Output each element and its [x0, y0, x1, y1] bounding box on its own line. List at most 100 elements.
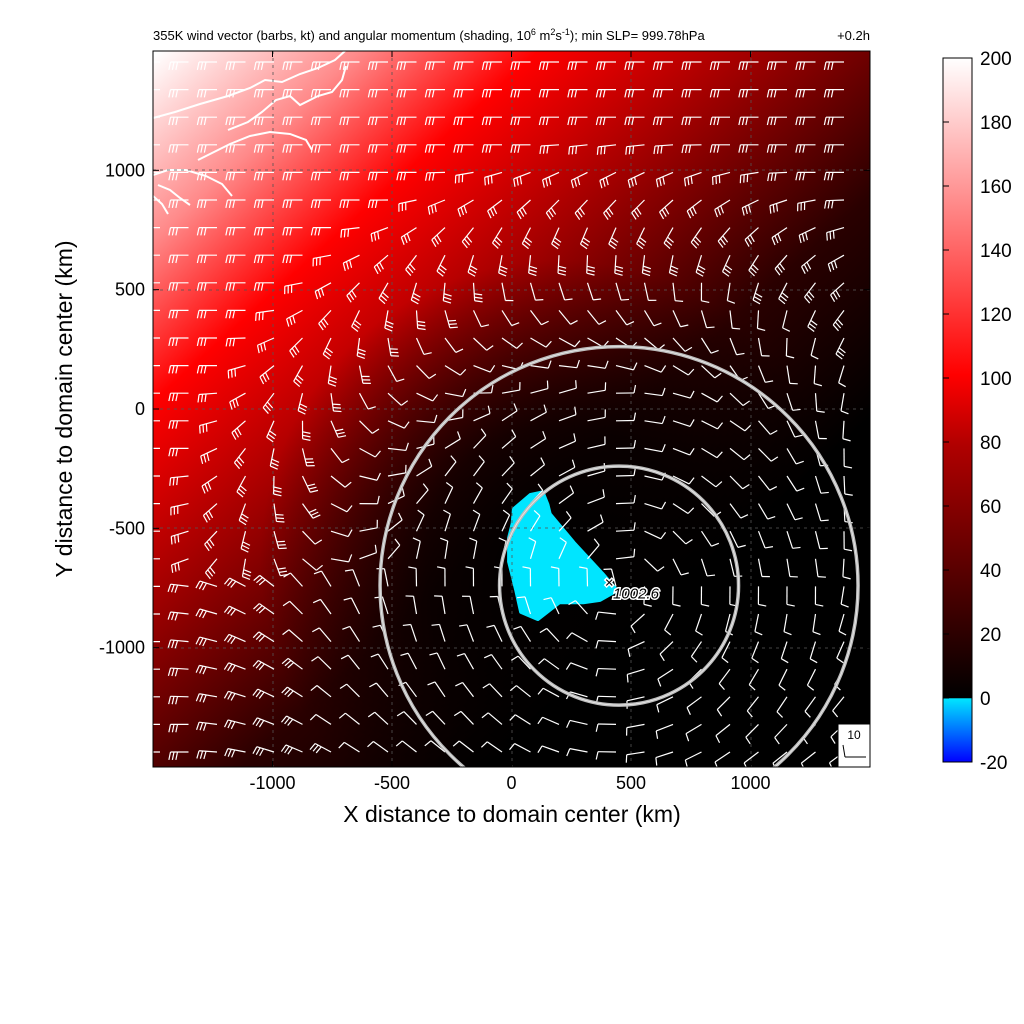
wind-barb	[196, 88, 217, 98]
wind-barb	[312, 598, 332, 615]
wind-barb	[396, 144, 417, 153]
wind-barb	[738, 88, 759, 98]
wind-barb	[774, 723, 788, 745]
wind-barb	[455, 681, 474, 698]
wind-barb	[681, 144, 702, 154]
wind-barb	[302, 530, 323, 545]
wind-barb	[528, 255, 538, 277]
wind-barb	[624, 88, 645, 98]
wind-barb	[253, 88, 274, 98]
wind-barb	[168, 447, 189, 457]
wind-barb	[153, 309, 160, 311]
wind-barb	[644, 444, 666, 453]
wind-barb	[625, 751, 645, 763]
wind-barb	[513, 625, 532, 642]
wind-barb	[378, 282, 389, 305]
wind-barb	[686, 696, 702, 716]
wind-barb	[840, 586, 849, 608]
wind-barb	[367, 61, 388, 70]
wind-barb	[282, 61, 303, 70]
colorbar: -20 0 20 40 60 80 100 120 140 160 180 200	[942, 49, 1012, 774]
wind-barb	[195, 636, 218, 647]
wind-barb	[339, 171, 360, 181]
wind-barb	[225, 227, 246, 236]
wind-barb	[313, 570, 332, 587]
wind-barb	[643, 310, 662, 327]
wind-barb	[196, 171, 217, 181]
wind-barb	[280, 744, 303, 755]
wind-barb	[339, 88, 360, 98]
wind-barb	[281, 715, 303, 726]
wind-barb	[153, 171, 160, 173]
wind-barb	[340, 227, 360, 238]
wind-barb	[501, 482, 513, 504]
wind-barb	[167, 639, 189, 649]
wind-barb	[826, 227, 845, 241]
wind-barb	[786, 531, 801, 549]
wind-barb	[153, 723, 160, 726]
wind-barb	[153, 365, 160, 367]
wind-barb	[766, 116, 787, 126]
wind-barb	[681, 116, 702, 126]
wind-barb	[284, 282, 303, 295]
x-axis-label: X distance to domain center (km)	[343, 801, 680, 827]
wind-barb	[700, 530, 720, 547]
wind-barb	[310, 116, 331, 126]
wind-barb	[672, 310, 689, 328]
wind-barb	[721, 254, 733, 277]
wind-barb	[330, 554, 353, 563]
wind-barb	[690, 227, 702, 249]
wind-barb	[672, 419, 695, 427]
wind-barb	[558, 380, 577, 394]
wind-barb	[795, 144, 816, 153]
wind-barb	[351, 310, 362, 332]
wind-barb	[196, 337, 217, 346]
wind-barb	[587, 310, 607, 325]
wind-barb	[587, 382, 607, 394]
wind-barb	[282, 600, 303, 615]
wind-barb	[225, 337, 246, 347]
wind-barb	[153, 751, 160, 753]
colorbar-tick-label: 180	[980, 113, 1012, 134]
colorbar-bar	[942, 57, 973, 763]
reference-barb-label: 10	[847, 728, 861, 742]
wind-barb	[301, 448, 315, 467]
wind-barb	[405, 254, 417, 276]
colorbar-tick-label: -20	[980, 753, 1007, 774]
wind-barb	[625, 144, 645, 155]
wind-barb	[344, 569, 361, 587]
wind-barb	[167, 583, 189, 593]
wind-barb	[509, 743, 531, 753]
wind-barb	[359, 472, 381, 481]
wind-barb	[595, 61, 616, 70]
wind-barb	[566, 632, 588, 643]
wind-barb	[153, 337, 160, 339]
wind-barb	[738, 116, 759, 126]
wind-barb	[359, 544, 378, 560]
colorbar-tick-label: 20	[980, 625, 1001, 646]
wind-barb	[153, 144, 160, 146]
wind-barb	[810, 337, 819, 360]
y-axis: -1000 -500 0 500 1000	[99, 160, 870, 658]
wind-barb	[587, 514, 604, 532]
wind-barb	[814, 393, 825, 413]
wind-barb	[672, 447, 695, 456]
wind-barb	[223, 633, 246, 645]
x-axis: -1000 -500 0 500 1000	[249, 51, 771, 793]
wind-barb	[716, 696, 731, 717]
wind-barb	[252, 659, 275, 671]
wind-barb	[153, 254, 160, 256]
wind-barb	[153, 585, 160, 588]
wind-barb	[627, 641, 645, 657]
wind-barb	[301, 420, 311, 441]
wind-barb	[782, 310, 791, 332]
wind-barb	[786, 475, 805, 492]
wind-barb	[444, 455, 457, 477]
wind-barb	[224, 577, 246, 588]
wind-barb	[482, 683, 503, 698]
wind-barb	[342, 625, 361, 642]
wind-barb	[672, 586, 681, 607]
wind-barb	[558, 359, 580, 369]
wind-barb	[558, 406, 577, 422]
wind-barb	[427, 199, 446, 215]
